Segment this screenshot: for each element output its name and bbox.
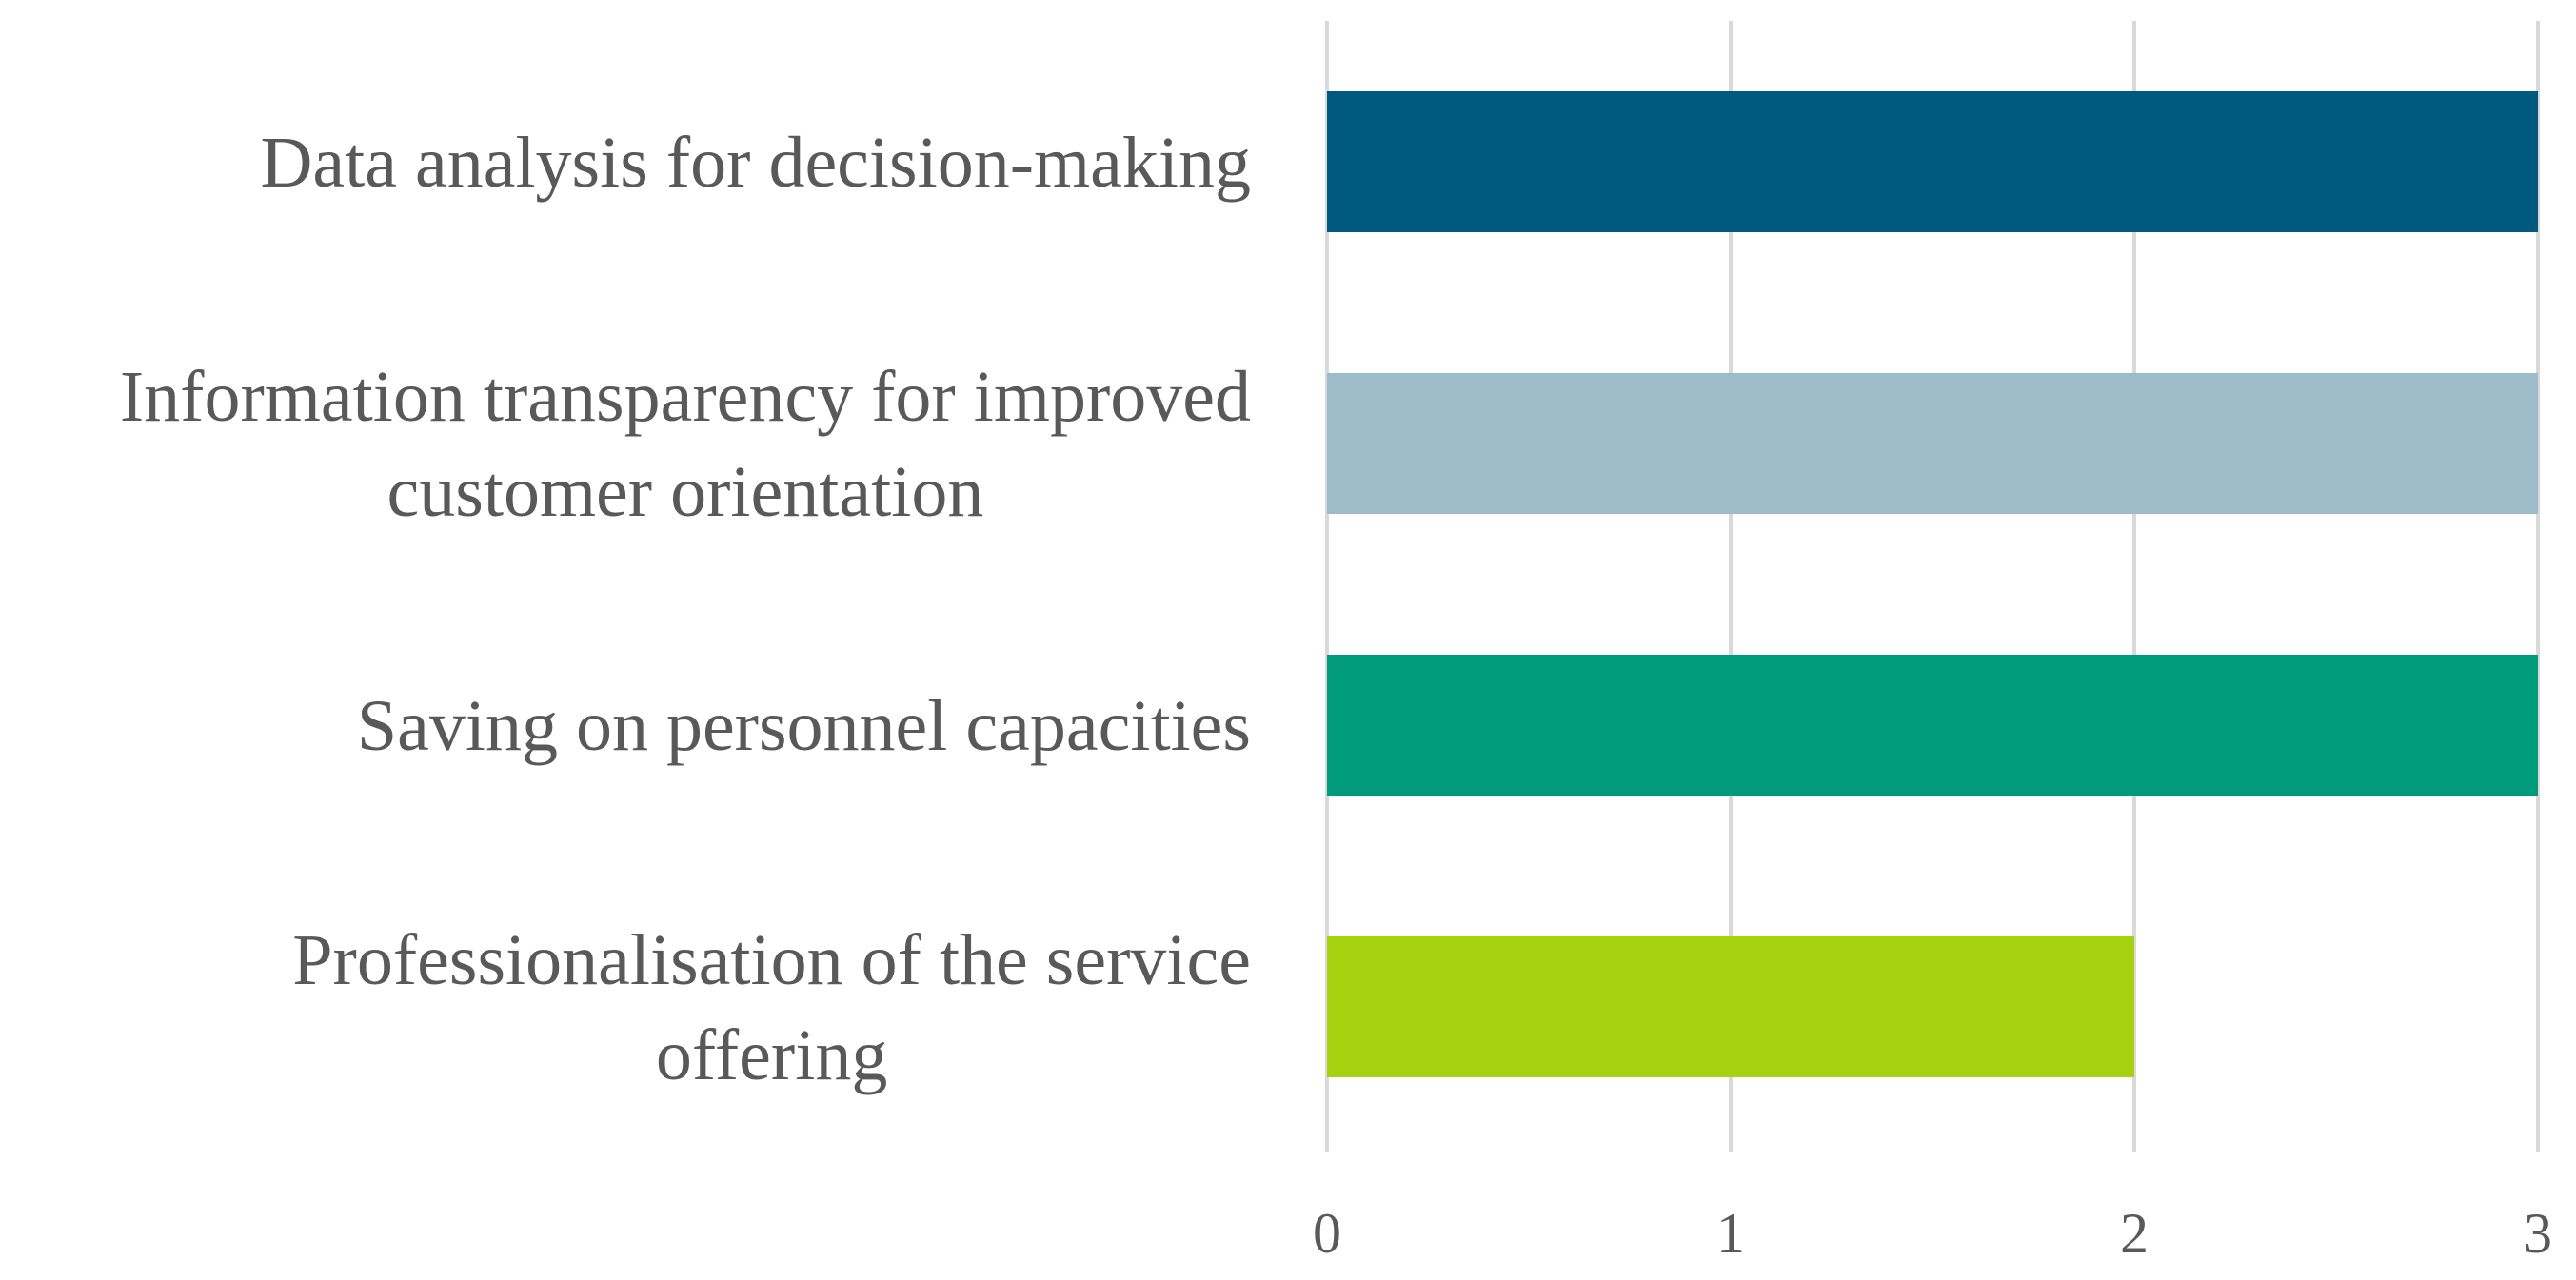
x-tick-label-0: 0 xyxy=(1313,1202,1341,1265)
tick-label-layer: 0 1 2 3 xyxy=(1313,1202,2552,1265)
category-label-1: Data analysis for decision-making xyxy=(261,123,1251,203)
x-tick-label-1: 1 xyxy=(1716,1202,1745,1265)
category-label-3: Saving on personnel capacities xyxy=(357,686,1251,766)
category-label-line: Data analysis for decision-making xyxy=(261,123,1251,203)
category-label-line: Information transparency for improved xyxy=(120,357,1251,437)
bar-layer xyxy=(1327,91,2538,1077)
category-label-line: customer orientation xyxy=(387,452,984,532)
x-tick-label-3: 3 xyxy=(2524,1202,2552,1265)
bar-3 xyxy=(1327,655,2538,796)
bar-1 xyxy=(1327,91,2538,232)
bar-4 xyxy=(1327,936,2134,1077)
category-label-line: offering xyxy=(656,1015,887,1095)
x-tick-label-2: 2 xyxy=(2120,1202,2149,1265)
bar-2 xyxy=(1327,373,2538,514)
category-label-4: Professionalisation of the service offeri… xyxy=(292,920,1251,1095)
category-label-line: Professionalisation of the service xyxy=(292,920,1251,1000)
category-label-layer: Data analysis for decision-making Informa… xyxy=(120,123,1251,1095)
category-label-line: Saving on personnel capacities xyxy=(357,686,1251,766)
category-label-2: Information transparency for improved cus… xyxy=(120,357,1251,532)
